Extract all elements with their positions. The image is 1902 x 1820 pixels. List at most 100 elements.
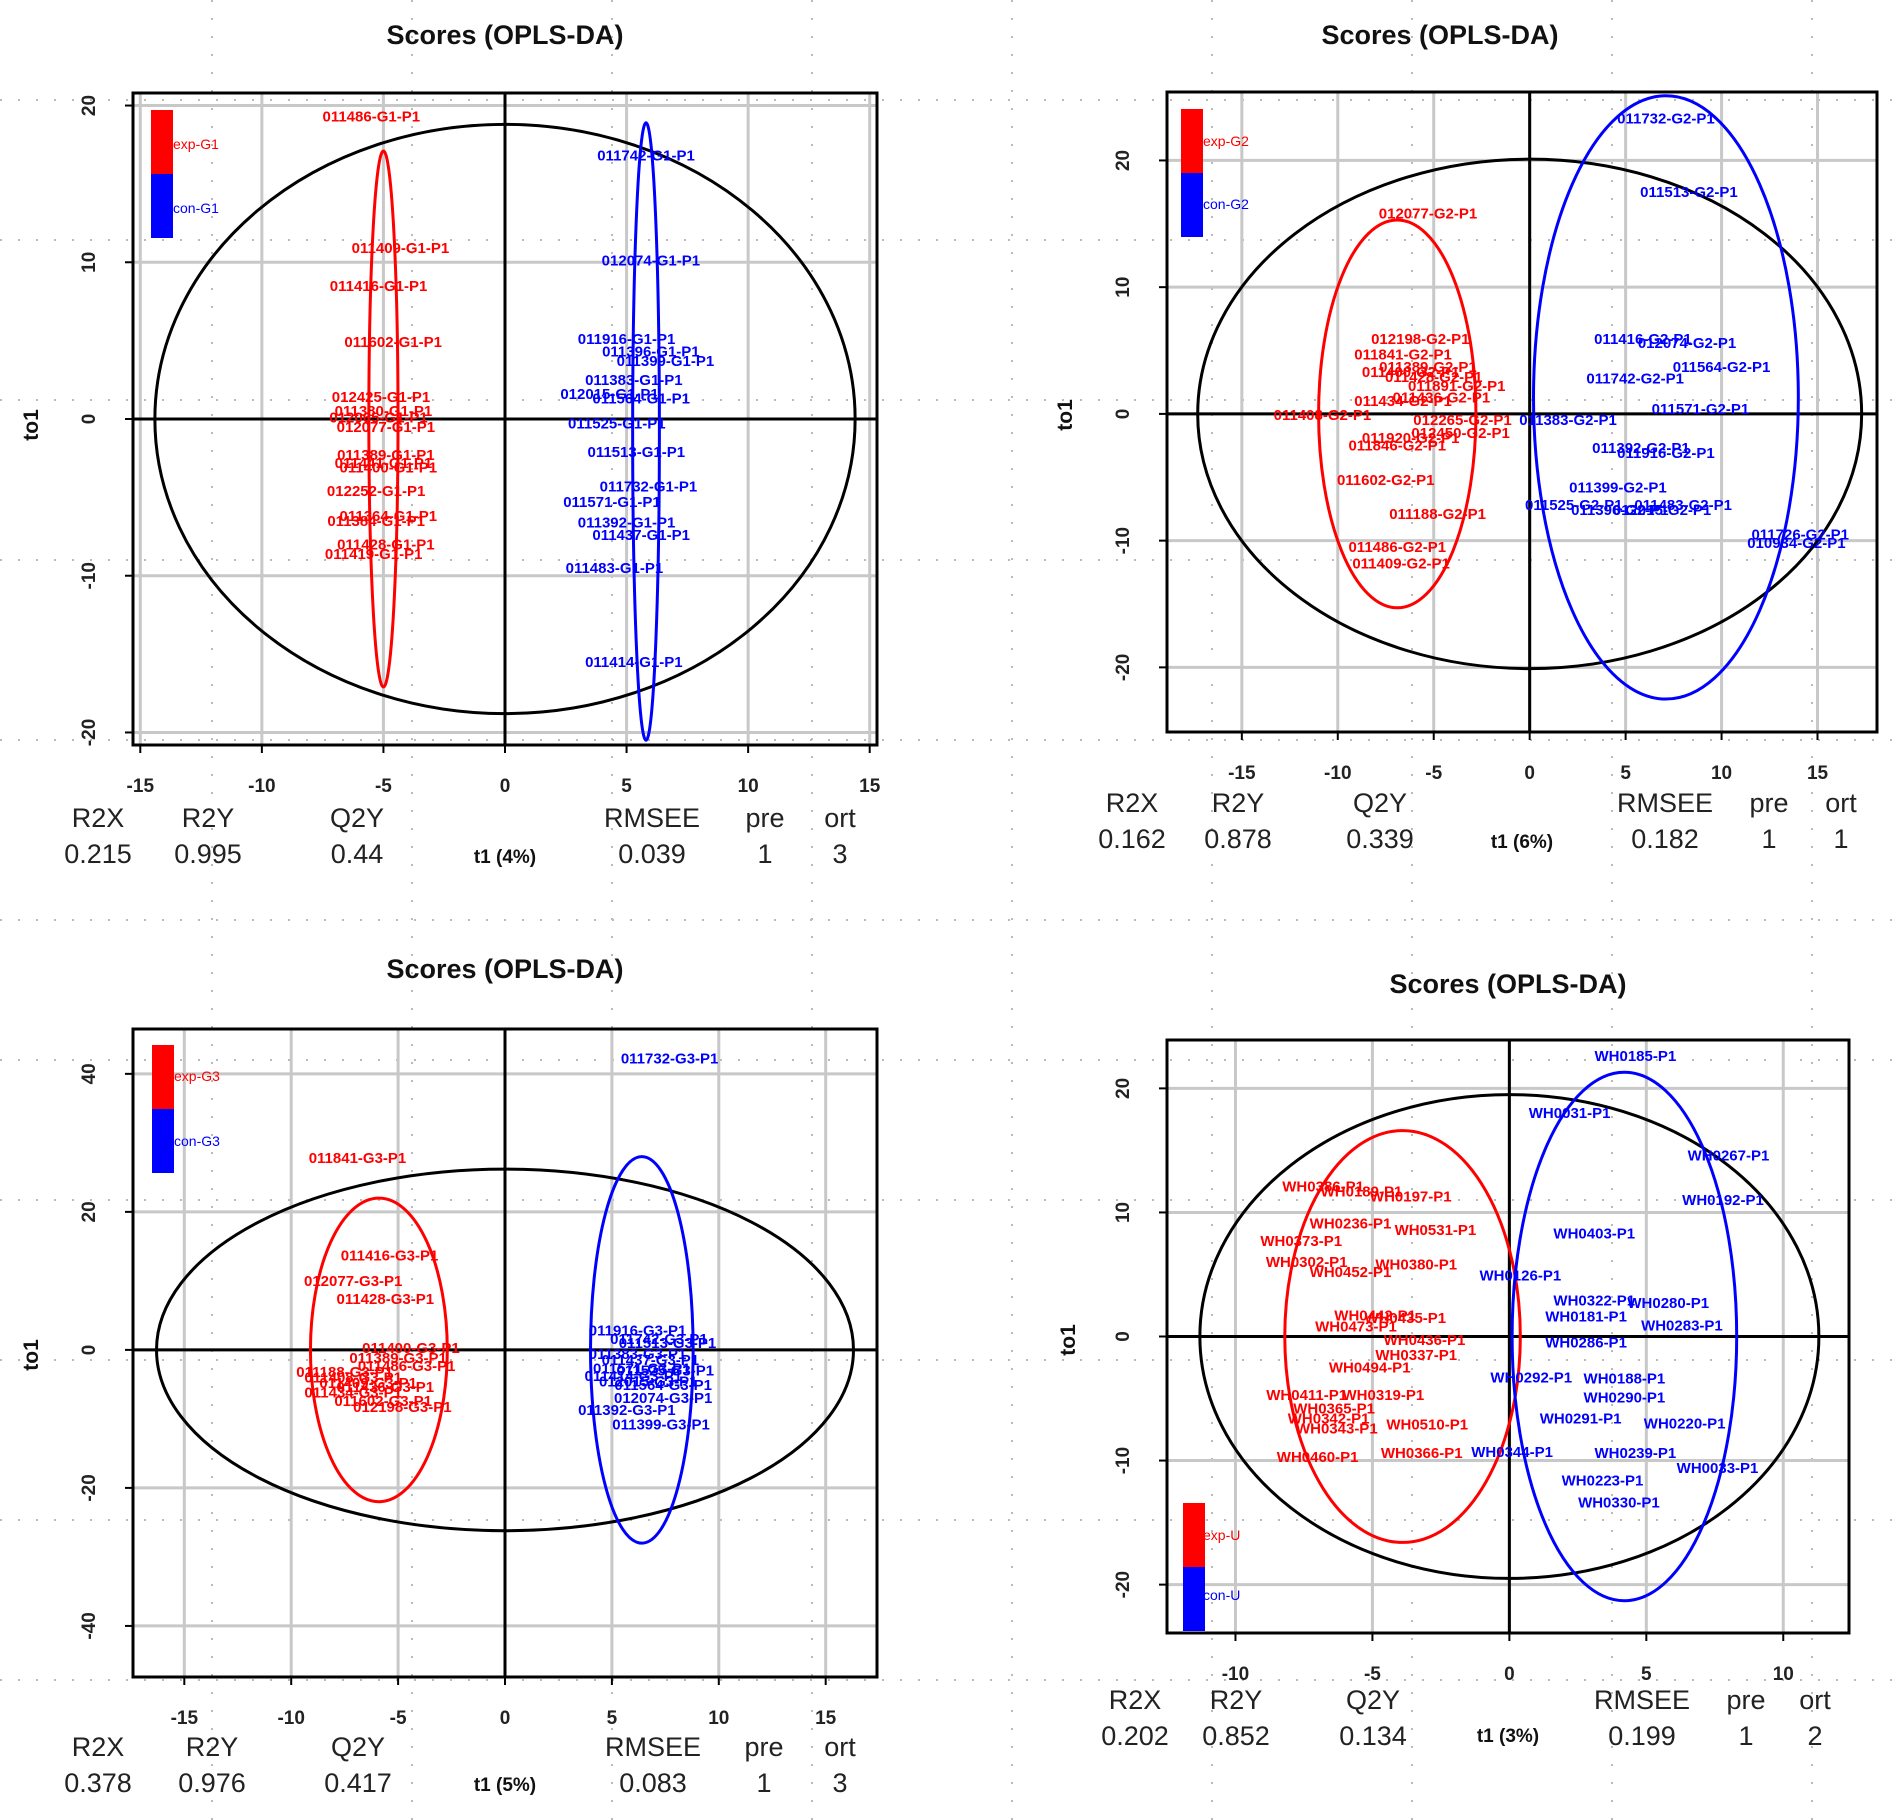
- x-tick-label: -5: [1425, 763, 1442, 784]
- stat-value-r2x: 0.202: [1101, 1721, 1169, 1751]
- y-tick-label: -10: [1113, 527, 1134, 554]
- point-label: WH0181-P1: [1545, 1309, 1627, 1326]
- stat-header-q2y: Q2Y: [331, 1732, 385, 1762]
- x-tick-label: -5: [390, 1708, 407, 1729]
- chart-panel-g2: Scores (OPLS-DA) to1 t1 (6%) 012077-G2-P…: [1054, 20, 1879, 854]
- point-label: 011742-G2-P1: [1586, 370, 1684, 387]
- stat-header-ort: ort: [824, 1732, 856, 1762]
- stats-table: R2X R2Y Q2Y RMSEE pre ort 0.215 0.995 0.…: [64, 803, 856, 869]
- x-tick-label: -5: [375, 776, 392, 797]
- point-label: 011742-G1-P1: [597, 148, 695, 165]
- point-label: 012015-G3-P1: [599, 1374, 697, 1391]
- y-tick-label: 10: [79, 252, 100, 273]
- confidence-ellipses: [155, 1155, 855, 1545]
- x-tick-label: -10: [1222, 1664, 1249, 1685]
- point-label: WH0319-P1: [1343, 1387, 1425, 1404]
- point-label: WH0344-P1: [1471, 1444, 1553, 1461]
- point-label: 010934-G2-P1: [1747, 535, 1845, 552]
- point-label: 011409-G3-P1: [319, 1375, 417, 1392]
- point-label: WH0322-P1: [1553, 1293, 1635, 1310]
- point-label: 011920-G2-P1: [1362, 430, 1460, 447]
- x-tick-label: -15: [1228, 763, 1256, 784]
- confidence-ellipses: [1196, 94, 1864, 701]
- point-label: 012265-G2-P1: [1413, 412, 1511, 429]
- point-label: 011384-G1-P1: [327, 513, 425, 530]
- stat-header-r2y: R2Y: [186, 1732, 239, 1762]
- point-label: 011602-G3-P1: [334, 1393, 432, 1410]
- x-tick-label: 10: [738, 776, 759, 797]
- point-label: 011483-G2-P1: [1634, 497, 1732, 514]
- stat-value-pre: 1: [756, 1768, 771, 1798]
- legend-label-con: con-G3: [174, 1133, 220, 1149]
- point-label: WH0033-P1: [1677, 1460, 1759, 1477]
- point-label: 012425-G1-P1: [332, 389, 430, 406]
- legend-swatch: [152, 1045, 174, 1109]
- plot-area: 011486-G1-P1 011409-G1-P1 011416-G1-P1 0116…: [79, 91, 881, 797]
- point-label: 011436-G3-P1: [336, 1379, 434, 1396]
- point-label: WH0373-P1: [1260, 1233, 1342, 1250]
- stat-value-r2y: 0.995: [174, 839, 242, 869]
- x-tick-label: -10: [1324, 763, 1351, 784]
- stat-header-rmsee: RMSEE: [605, 1732, 701, 1762]
- point-label: 011564-G1-P1: [592, 391, 690, 408]
- x-axis-label: t1 (5%): [474, 1775, 536, 1796]
- stat-header-r2y: R2Y: [1210, 1685, 1263, 1715]
- y-axis-label: to1: [1054, 399, 1077, 431]
- point-label: WH0460-P1: [1277, 1449, 1359, 1466]
- score-points: 011841-G3-P1011416-G3-P1012077-G3-P10114…: [296, 1051, 718, 1434]
- point-label: 011732-G2-P1: [1617, 111, 1715, 128]
- x-tick-label: 15: [1807, 763, 1829, 784]
- point-label: 011392-G1-P1: [578, 514, 676, 531]
- confidence-ellipse: [1198, 1093, 1821, 1580]
- stat-value-r2y: 0.878: [1204, 824, 1272, 854]
- y-tick-label: 0: [1113, 1331, 1134, 1342]
- point-label: 011486-G1-P1: [322, 109, 420, 126]
- x-tick-label: 10: [1773, 1664, 1794, 1685]
- point-label: 011409-G1-P1: [352, 240, 450, 257]
- stat-value-ort: 3: [832, 839, 847, 869]
- stat-value-ort: 3: [832, 1768, 847, 1798]
- point-label: WH0280-P1: [1627, 1295, 1709, 1312]
- plot-area: 012077-G2-P1012198-G2-P1011841-G2-P10113…: [1113, 90, 1879, 784]
- point-label: WH0494-P1: [1329, 1360, 1411, 1377]
- chart-panel-u: Scores (OPLS-DA) to1 t1 (3%) WH0386-P1WH…: [1057, 969, 1851, 1751]
- stat-header-pre: pre: [1726, 1685, 1765, 1715]
- legend-label-exp: exp-G3: [174, 1068, 220, 1084]
- y-tick-label: -20: [79, 1474, 100, 1501]
- point-label: 012198-G3-P1: [353, 1399, 451, 1416]
- point-label: 012074-G3-P1: [614, 1390, 712, 1407]
- stat-header-r2y: R2Y: [1212, 788, 1265, 818]
- score-points: 011486-G1-P1 011409-G1-P1 011416-G1-P1 0116…: [322, 109, 714, 671]
- y-tick-label: -20: [1113, 1571, 1134, 1598]
- legend-label-exp: exp-G1: [173, 136, 219, 152]
- point-label: 011389-G2-P1: [1379, 359, 1477, 376]
- point-label: 011841-G2-P1: [1354, 346, 1452, 363]
- point-label: 011602-G2-P1: [1337, 472, 1435, 489]
- point-label: 011742-G3-P1: [610, 1331, 708, 1348]
- point-label: 011396-G2-P1: [1571, 502, 1669, 519]
- point-label: WH0510-P1: [1386, 1417, 1468, 1434]
- point-label: 011841-G3-P1: [309, 1150, 407, 1167]
- point-label: 011416-G1-P1: [330, 278, 428, 295]
- plot-frame: [1165, 90, 1879, 734]
- x-tick-label: -15: [127, 776, 155, 797]
- point-label: 011408-G2-P1: [1274, 407, 1372, 424]
- chart-title: Scores (OPLS-DA): [1321, 20, 1558, 50]
- stat-value-pre: 1: [757, 839, 772, 869]
- point-label: 011483-G1-P1: [566, 560, 664, 577]
- point-label: 011916-G1-P1: [578, 331, 676, 348]
- stat-value-rmsee: 0.039: [618, 839, 686, 869]
- stat-header-r2x: R2X: [1106, 788, 1159, 818]
- score-points: 012077-G2-P1012198-G2-P1011841-G2-P10113…: [1274, 111, 1849, 573]
- confidence-ellipse: [1317, 218, 1478, 610]
- point-label: 012198-G2-P1: [1371, 331, 1469, 348]
- point-label: 011389-G3-P1: [349, 1350, 447, 1367]
- y-tick-label: 40: [79, 1063, 100, 1084]
- y-tick-label: 10: [1113, 277, 1134, 298]
- stat-header-rmsee: RMSEE: [1594, 1685, 1690, 1715]
- legend-swatch: [152, 1109, 174, 1173]
- stat-value-rmsee: 0.083: [619, 1768, 687, 1798]
- point-label: 011383-G1-P1: [585, 372, 683, 389]
- stat-header-q2y: Q2Y: [1353, 788, 1407, 818]
